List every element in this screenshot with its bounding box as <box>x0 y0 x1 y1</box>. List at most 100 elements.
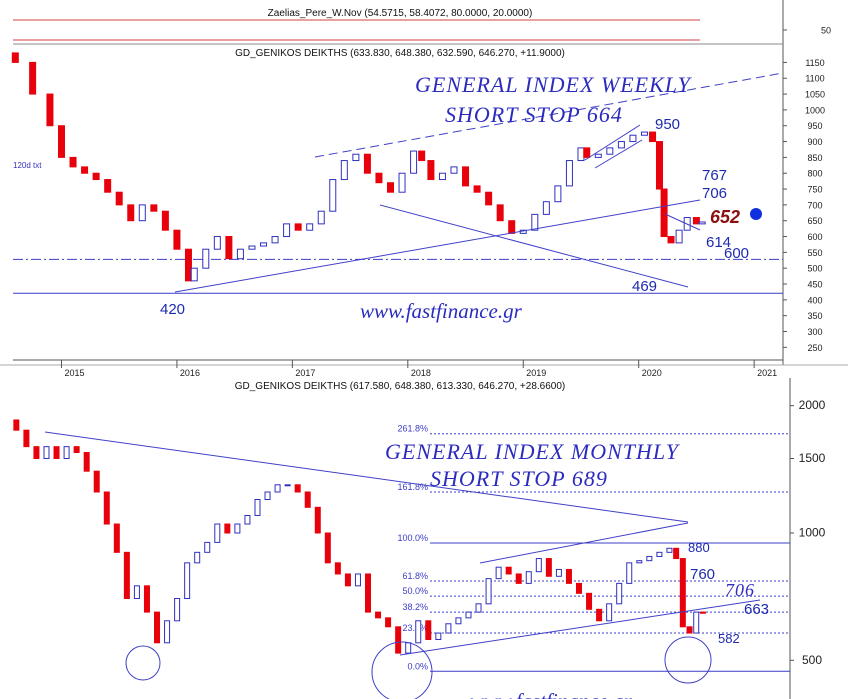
candle-body <box>283 223 291 238</box>
chart-title: GD_GENIKOS DEIKTHS (617.580, 648.380, 61… <box>235 381 566 392</box>
plot-layer: 50 250 300 350 400 450 500 550 600 650 700 750 800 85… <box>11 19 831 672</box>
candle-body <box>679 558 686 628</box>
trend-line <box>44 431 689 523</box>
annotation: 600 <box>724 245 749 262</box>
candle-body <box>594 153 602 158</box>
candle-body <box>418 150 426 162</box>
annotation: 420 <box>160 301 185 318</box>
candle-body <box>213 236 221 250</box>
candle-body <box>57 125 65 158</box>
candle-body <box>673 547 680 560</box>
y-tick-label: 1100 <box>805 74 824 84</box>
candle-body <box>214 523 221 543</box>
candle-body <box>655 141 663 190</box>
y-tick-label: 250 <box>807 343 822 353</box>
candle-body <box>254 498 261 516</box>
candle-body <box>586 592 593 610</box>
candle-body <box>190 267 198 282</box>
candle-body <box>133 585 140 599</box>
watermark: www.fastfinance.gr <box>470 689 633 699</box>
candle-body <box>660 188 668 238</box>
trend-line <box>174 199 701 293</box>
candle-body <box>616 582 623 605</box>
candle-body <box>427 160 435 181</box>
trend-line <box>664 213 701 231</box>
annotation: GENERAL INDEX MONTHLY <box>385 439 681 464</box>
x-tick-label: 2019 <box>526 368 546 378</box>
candle-body <box>450 166 458 174</box>
candle-body <box>150 204 158 212</box>
candle-body <box>103 491 110 525</box>
candle-body <box>554 185 562 203</box>
candle-body <box>294 223 302 231</box>
annotation: SHORT STOP 664 <box>445 102 623 127</box>
y-tick-label: 950 <box>807 121 822 131</box>
candle-body <box>675 229 683 244</box>
y-tick-label: 400 <box>807 295 822 305</box>
candle-body <box>53 446 60 460</box>
candle-body <box>33 446 40 460</box>
candle-body <box>640 131 648 136</box>
candle-body <box>425 620 432 640</box>
candle-body <box>248 245 256 250</box>
candle-body <box>410 150 418 174</box>
indicator-title: Zaelias_Pere_W.Nov (54.5715, 58.4072, 80… <box>268 8 533 19</box>
candle-body <box>462 166 470 187</box>
y-tick-label: 2000 <box>799 398 826 412</box>
candle-body <box>93 470 100 493</box>
candle-body <box>649 131 657 143</box>
candle-body <box>386 182 394 193</box>
bomb-icon <box>750 208 762 220</box>
candle-body <box>92 172 100 181</box>
candle-body <box>667 236 675 244</box>
y-tick-label: 600 <box>807 232 822 242</box>
candle-body <box>531 213 539 231</box>
candle-body <box>164 620 171 644</box>
candle-body <box>545 558 552 577</box>
candle-body <box>617 141 625 149</box>
candle-body <box>576 582 583 594</box>
candle-body <box>202 248 210 269</box>
candle-body <box>699 611 706 614</box>
y-tick-label: 1150 <box>805 58 824 68</box>
x-tick-label: 2020 <box>642 368 662 378</box>
candle-body <box>395 626 402 654</box>
candle-body <box>13 419 20 431</box>
annotation: 614 <box>706 234 731 251</box>
candle-body <box>475 603 482 613</box>
candle-body <box>596 608 603 622</box>
candle-body <box>23 429 30 448</box>
trend-line <box>379 204 689 288</box>
fib-label: 261.8% <box>397 424 428 434</box>
candle-body <box>525 571 532 584</box>
candle-body <box>496 204 504 222</box>
candle-body <box>306 223 314 231</box>
y-tick-label: 550 <box>807 248 822 258</box>
candle-body <box>686 626 693 634</box>
y-tick-label: 1000 <box>805 105 825 115</box>
fib-label: 23.6% <box>402 623 428 633</box>
x-tick-label: 2018 <box>411 368 431 378</box>
candle-body <box>629 134 637 143</box>
candle-body <box>143 585 150 613</box>
candle-body <box>81 166 89 174</box>
candle-body <box>542 201 550 215</box>
y-tick-label: 350 <box>807 311 822 321</box>
candle-body <box>236 248 244 260</box>
chart-title: GD_GENIKOS DEIKTHS (633.830, 648.380, 63… <box>235 48 565 59</box>
x-tick-label: 2017 <box>295 368 315 378</box>
candle-body <box>127 204 135 222</box>
annotation: GENERAL INDEX WEEKLY <box>415 72 693 97</box>
annotation: 706 <box>702 185 727 202</box>
candle-body <box>495 566 502 580</box>
candle-body <box>606 147 614 155</box>
candle-body <box>365 573 372 613</box>
candle-body <box>692 217 700 225</box>
candle-body <box>334 562 341 575</box>
candle-body <box>505 566 512 575</box>
candle-body <box>455 617 462 625</box>
candle-body <box>565 160 573 187</box>
fib-label: 50.0% <box>402 586 428 596</box>
candle-body <box>340 160 348 181</box>
candle-body <box>656 551 663 557</box>
